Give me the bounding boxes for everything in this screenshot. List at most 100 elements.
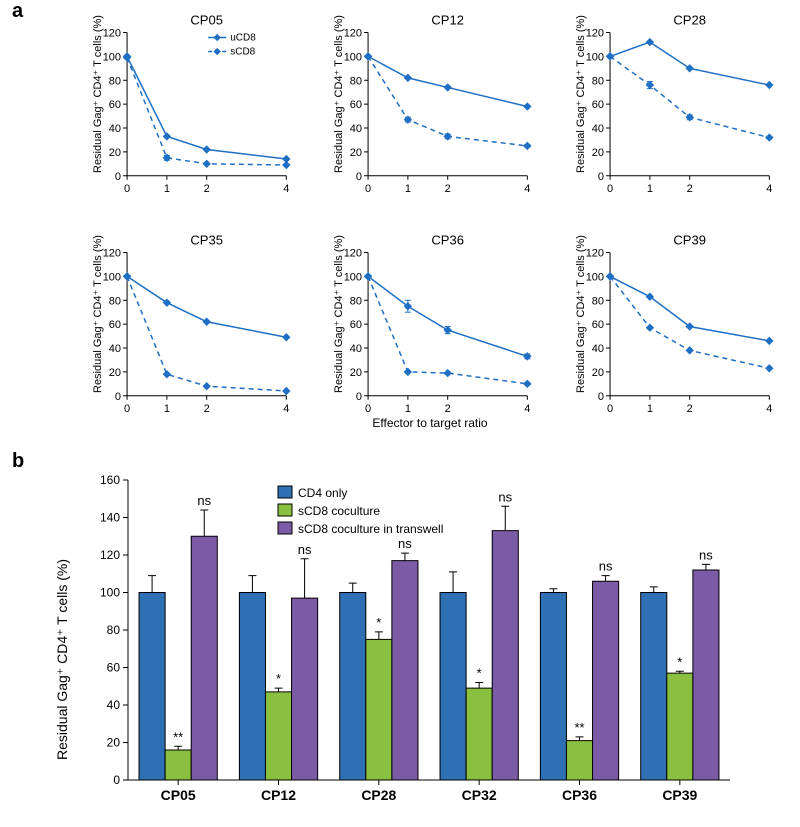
significance-label: * bbox=[677, 654, 682, 669]
significance-label: * bbox=[477, 666, 482, 681]
y-tick-label: 80 bbox=[109, 75, 121, 87]
line-chart: Residual Gag⁺ CD4⁺ T cells (%)CP36020406… bbox=[326, 228, 533, 428]
data-marker bbox=[405, 74, 412, 81]
data-marker bbox=[163, 133, 170, 140]
y-tick-label: 80 bbox=[350, 296, 362, 308]
y-tick-label: 100 bbox=[103, 272, 121, 284]
data-marker bbox=[203, 146, 210, 153]
legend-label: CD4 only bbox=[298, 486, 347, 500]
panel-a-charts: Residual Gag⁺ CD4⁺ T cells (%)CP05020406… bbox=[85, 8, 775, 418]
data-marker bbox=[163, 371, 170, 378]
significance-label: ns bbox=[498, 489, 512, 504]
x-tick-label: 4 bbox=[283, 183, 289, 195]
y-tick-label: 60 bbox=[591, 319, 603, 331]
line-chart-svg: CP120204060801001200124 bbox=[326, 8, 533, 208]
bar bbox=[641, 593, 667, 781]
x-tick-label: 1 bbox=[646, 403, 652, 415]
y-axis-label: Residual Gag⁺ CD4⁺ T cells (%) bbox=[574, 30, 587, 173]
series-u-line bbox=[610, 42, 769, 85]
data-marker bbox=[646, 325, 653, 332]
y-tick-label: 60 bbox=[109, 319, 121, 331]
x-tick-label: 0 bbox=[124, 183, 130, 195]
line-chart-svg: CP280204060801001200124 bbox=[568, 8, 775, 208]
x-tick-label: CP39 bbox=[662, 787, 697, 803]
line-chart-svg: CP050204060801001200124uCD8sCD8 bbox=[85, 8, 292, 208]
bar bbox=[440, 593, 466, 781]
data-marker bbox=[765, 338, 772, 345]
y-tick-label: 20 bbox=[350, 147, 362, 159]
bar bbox=[566, 741, 592, 780]
y-tick-label: 160 bbox=[100, 473, 120, 487]
legend-label: sCD8 coculture bbox=[298, 504, 380, 518]
y-tick-label: 40 bbox=[107, 698, 121, 712]
data-marker bbox=[283, 162, 290, 169]
x-tick-label: 1 bbox=[164, 403, 170, 415]
series-u-line bbox=[610, 277, 769, 341]
data-marker bbox=[524, 381, 531, 388]
axes bbox=[368, 33, 527, 176]
x-tick-label: 2 bbox=[686, 403, 692, 415]
data-marker bbox=[445, 370, 452, 377]
x-tick-label: 4 bbox=[766, 183, 772, 195]
legend-label: uCD8 bbox=[230, 33, 256, 44]
bar bbox=[340, 593, 366, 781]
y-axis-label: Residual Gag⁺ CD4⁺ T cells (%) bbox=[332, 30, 345, 173]
y-tick-label: 40 bbox=[350, 343, 362, 355]
y-tick-label: 120 bbox=[103, 248, 121, 260]
bar bbox=[139, 593, 165, 781]
y-tick-label: 140 bbox=[100, 511, 120, 525]
series-u-line bbox=[368, 56, 527, 106]
y-tick-label: 80 bbox=[591, 75, 603, 87]
y-tick-label: 0 bbox=[356, 391, 362, 403]
bar bbox=[239, 593, 265, 781]
chart-title: CP12 bbox=[432, 13, 465, 28]
line-chart-svg: CP390204060801001200124 bbox=[568, 228, 775, 428]
chart-title: CP36 bbox=[432, 233, 465, 248]
line-chart-svg: CP360204060801001200124 bbox=[326, 228, 533, 428]
series-u-line bbox=[368, 277, 527, 357]
y-tick-label: 120 bbox=[344, 248, 362, 260]
y-tick-label: 40 bbox=[591, 343, 603, 355]
line-chart: Residual Gag⁺ CD4⁺ T cells (%)CP12020406… bbox=[326, 8, 533, 208]
data-marker bbox=[765, 82, 772, 89]
bar bbox=[693, 570, 719, 780]
chart-title: CP35 bbox=[190, 233, 223, 248]
series-u-line bbox=[127, 277, 286, 338]
y-tick-label: 80 bbox=[109, 296, 121, 308]
y-axis-label: Residual Gag⁺ CD4⁺ T cells (%) bbox=[91, 30, 104, 173]
significance-label: * bbox=[276, 671, 281, 686]
x-tick-label: 4 bbox=[525, 403, 531, 415]
bar bbox=[292, 598, 318, 780]
bar bbox=[540, 593, 566, 781]
chart-title: CP05 bbox=[190, 13, 223, 28]
x-tick-label: 0 bbox=[365, 403, 371, 415]
data-marker bbox=[283, 388, 290, 395]
data-marker bbox=[405, 369, 412, 376]
significance-label: * bbox=[376, 615, 381, 630]
line-chart: Residual Gag⁺ CD4⁺ T cells (%)CP05020406… bbox=[85, 8, 292, 208]
y-tick-label: 100 bbox=[344, 272, 362, 284]
y-tick-label: 100 bbox=[103, 51, 121, 63]
x-tick-label: 0 bbox=[365, 183, 371, 195]
panel-b-label: b bbox=[12, 450, 24, 473]
y-tick-label: 60 bbox=[109, 99, 121, 111]
x-tick-label: 4 bbox=[766, 403, 772, 415]
x-tick-label: 2 bbox=[686, 183, 692, 195]
y-axis-label: Residual Gag⁺ CD4⁺ T cells (%) bbox=[91, 250, 104, 393]
y-tick-label: 40 bbox=[591, 123, 603, 135]
line-chart: Residual Gag⁺ CD4⁺ T cells (%)CP39020406… bbox=[568, 228, 775, 428]
line-chart: Residual Gag⁺ CD4⁺ T cells (%)CP35020406… bbox=[85, 228, 292, 428]
x-tick-label: CP12 bbox=[261, 787, 296, 803]
panel-b-svg: 020406080100120140160CP05**nsCP12*nsCP28… bbox=[80, 470, 740, 810]
y-tick-label: 120 bbox=[585, 28, 603, 40]
data-marker bbox=[365, 53, 372, 60]
bar bbox=[265, 692, 291, 780]
legend-swatch bbox=[278, 486, 292, 498]
panel-a-label: a bbox=[12, 0, 23, 23]
data-marker bbox=[524, 103, 531, 110]
legend-swatch bbox=[278, 522, 292, 534]
x-tick-label: CP05 bbox=[161, 787, 196, 803]
line-chart-svg: CP350204060801001200124 bbox=[85, 228, 292, 428]
y-tick-label: 0 bbox=[113, 773, 120, 787]
bar bbox=[492, 531, 518, 780]
